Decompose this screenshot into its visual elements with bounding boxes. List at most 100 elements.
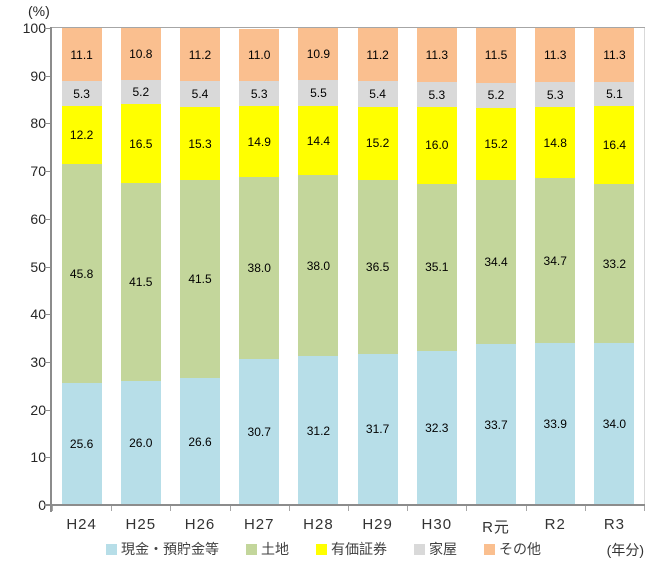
bar-value-label: 15.2 (484, 136, 508, 151)
bar-slot: 31.2 38.0 14.4 5.5 10.9 (289, 28, 348, 505)
legend-label: 現金・預貯金等 (121, 541, 219, 557)
bar-value-label: 31.7 (365, 422, 390, 437)
bar-segment: 34.7 (535, 177, 576, 344)
bar-slot: 31.7 36.5 15.2 5.4 11.2 (348, 28, 407, 505)
bar-value-label: 11.2 (366, 47, 389, 62)
bar-value-label: 5.4 (191, 87, 209, 102)
bar-segment: 26.0 (120, 380, 161, 505)
bar-segment: 31.7 (357, 353, 398, 505)
x-category-label: H29 (362, 516, 393, 533)
bar-value-label: 14.9 (247, 134, 271, 149)
bar-segment: 11.1 (61, 28, 102, 81)
plot-right-border (644, 28, 645, 505)
stacked-bar: 26.6 41.5 15.3 5.4 11.2 (180, 28, 220, 505)
legend-label: 家屋 (429, 541, 457, 557)
y-tick-label: 10 (30, 449, 46, 466)
bar-value-label: 15.2 (365, 136, 390, 151)
y-axis-line (50, 27, 52, 512)
bar-value-label: 5.2 (487, 88, 505, 103)
x-tick-mark (644, 506, 645, 511)
bar-value-label: 16.0 (425, 138, 449, 153)
bar-value-label: 33.9 (543, 417, 567, 432)
x-tick-mark (288, 506, 290, 511)
stacked-bar: 30.7 38.0 14.9 5.3 11.0 (239, 28, 280, 505)
legend: 現金・預貯金等 土地 有価証券 家屋 その他 (106, 539, 541, 559)
bar-value-label: 10.8 (129, 46, 153, 61)
bar-value-label: 5.3 (546, 87, 564, 102)
y-tick-label: 60 (30, 210, 46, 227)
bar-segment: 5.3 (535, 81, 576, 108)
bar-segment: 11.3 (535, 28, 576, 82)
bar-segment: 30.7 (239, 358, 280, 505)
bar-value-label: 31.2 (306, 423, 331, 438)
bar-value-label: 34.7 (543, 253, 567, 268)
bar-segment: 11.5 (476, 28, 517, 83)
top-gridline (52, 27, 645, 28)
x-tick-mark (584, 506, 586, 511)
bar-value-label: 5.4 (369, 87, 386, 102)
x-category-label: H26 (184, 516, 216, 533)
bar-value-label: 5.1 (606, 87, 623, 102)
y-tick-label: 0 (38, 497, 46, 513)
bar-segment: 33.2 (594, 184, 635, 343)
bar-value-label: 34.4 (484, 255, 508, 270)
y-tick-label: 80 (30, 115, 46, 132)
x-tick-mark (348, 506, 349, 511)
bar-segment: 11.2 (180, 28, 220, 82)
bar-value-label: 11.3 (425, 47, 449, 62)
stacked-bar: 34.0 33.2 16.4 5.1 11.3 (594, 28, 635, 505)
x-category-label: H27 (243, 516, 275, 533)
bar-segment: 5.4 (180, 81, 220, 108)
x-category-label: H24 (66, 516, 97, 533)
x-tick-mark (525, 506, 527, 511)
bar-segment: 25.6 (61, 382, 102, 505)
bar-value-label: 5.5 (310, 86, 327, 101)
bar-segment: 5.2 (120, 79, 161, 105)
bar-value-label: 11.5 (484, 48, 508, 63)
bar-value-label: 30.7 (247, 424, 271, 439)
x-axis-category-labels: H24 H25 H26 H27 H28 H29 H30 R元 R2 R3 (52, 516, 644, 537)
x-category-label: H30 (421, 516, 453, 533)
stacked-bar: 31.7 36.5 15.2 5.4 11.2 (357, 28, 398, 505)
plot-area: 25.6 45.8 12.2 5.3 11.1 26.0 41.5 16.5 5.2 10.8 26… (52, 28, 644, 505)
bar-value-label: 11.3 (543, 47, 567, 62)
x-category-label: R3 (603, 516, 626, 533)
bar-segment: 14.4 (298, 106, 339, 175)
x-tick-mark (407, 506, 409, 511)
legend-item: その他 (484, 539, 541, 559)
stacked-bar: 33.9 34.7 14.8 5.3 11.3 (535, 28, 576, 505)
bar-value-label: 36.5 (365, 259, 390, 274)
x-tick-mark (111, 506, 113, 511)
bar-value-label: 41.5 (188, 272, 212, 287)
bar-segment: 5.3 (239, 80, 280, 107)
bar-segment: 15.2 (357, 107, 398, 180)
legend-label: 土地 (261, 541, 289, 557)
bar-value-label: 35.1 (425, 260, 449, 275)
bar-slot: 32.3 35.1 16.0 5.3 11.3 (407, 28, 466, 505)
bar-segment: 32.3 (416, 350, 457, 505)
bar-segment: 33.7 (476, 344, 517, 505)
bar-segment: 5.5 (298, 80, 339, 107)
x-category-label: H28 (303, 516, 334, 533)
bar-segment: 41.5 (120, 183, 161, 381)
bar-value-label: 32.3 (425, 420, 449, 435)
x-tick-mark (170, 506, 172, 511)
bar-segment: 26.6 (180, 378, 220, 505)
bar-slot: 33.9 34.7 14.8 5.3 11.3 (526, 28, 585, 505)
stacked-bar: 32.3 35.1 16.0 5.3 11.3 (416, 28, 457, 505)
bar-value-label: 11.0 (247, 47, 271, 62)
legend-swatch (484, 543, 495, 555)
bar-value-label: 16.5 (129, 136, 153, 151)
x-category-label: R2 (544, 516, 566, 533)
bar-segment: 34.0 (594, 342, 635, 505)
bar-slot: 34.0 33.2 16.4 5.1 11.3 (585, 28, 644, 505)
stacked-bar: 25.6 45.8 12.2 5.3 11.1 (61, 28, 102, 505)
bar-value-label: 41.5 (129, 275, 153, 289)
y-tick-mark (44, 362, 51, 363)
bar-value-label: 5.3 (73, 86, 90, 101)
y-tick-label: 20 (30, 401, 46, 418)
bar-segment: 10.8 (120, 28, 161, 80)
y-tick-mark (44, 76, 51, 77)
bar-value-label: 10.9 (306, 47, 331, 62)
